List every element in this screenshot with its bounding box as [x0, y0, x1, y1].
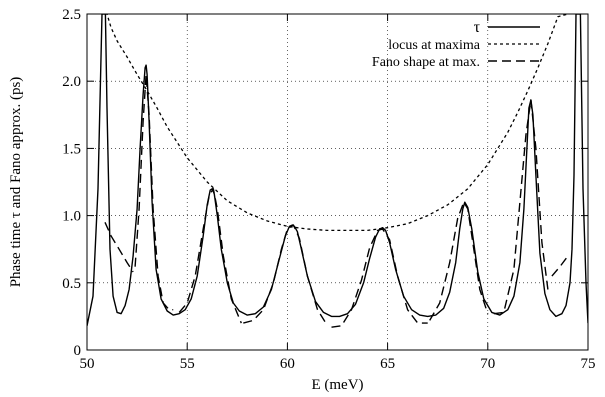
series-line — [87, 14, 588, 326]
series-line — [105, 14, 569, 232]
x-tick-label: 60 — [280, 356, 295, 372]
legend: τ locus at maxima Fano shape at max. — [372, 19, 540, 70]
series-line — [429, 201, 489, 321]
series-1 — [105, 14, 569, 232]
y-tick-label: 0.5 — [62, 276, 81, 292]
x-tick-label: 50 — [80, 356, 95, 372]
series-line — [493, 99, 549, 315]
series-line — [331, 228, 428, 328]
y-tick-label: 2.5 — [62, 7, 81, 23]
x-tick-label: 65 — [380, 356, 395, 372]
legend-label: Fano shape at max. — [372, 55, 480, 70]
y-tick-label: 1.5 — [62, 141, 81, 157]
x-tick-label: 70 — [480, 356, 495, 372]
y-tick-label: 1.0 — [62, 209, 81, 225]
plot-frame — [86, 13, 589, 351]
series-line — [178, 187, 242, 324]
series-line — [243, 224, 329, 327]
series-line — [551, 255, 569, 277]
x-tick-label: 55 — [180, 356, 195, 372]
axes: 50 55 60 65 70 75 0 0.5 1.0 1.5 2.0 2.5 — [62, 7, 595, 372]
legend-label: locus at maxima — [388, 38, 481, 53]
grid — [87, 14, 588, 350]
y-tick-label: 0 — [74, 343, 82, 359]
plot-area — [87, 14, 588, 328]
legend-label: τ — [474, 19, 481, 36]
series-line — [134, 73, 174, 311]
y-tick-label: 2.0 — [62, 74, 81, 90]
series-line — [104, 222, 134, 273]
x-tick-label: 75 — [581, 356, 596, 372]
series-0 — [87, 14, 588, 326]
series-2 — [104, 73, 569, 328]
x-axis-label: E (meV) — [311, 377, 363, 393]
y-axis-label: Phase time τ and Fano approx. (ps) — [8, 77, 24, 288]
